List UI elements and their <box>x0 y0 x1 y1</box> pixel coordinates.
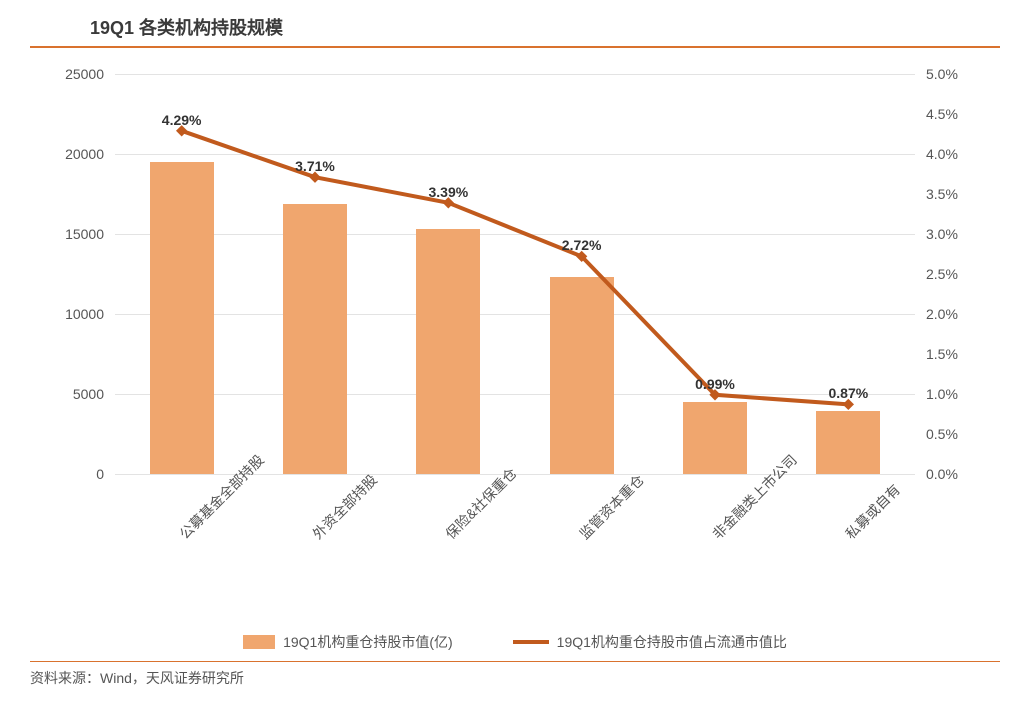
bar-series <box>115 74 915 474</box>
legend-line: 19Q1机构重仓持股市值占流通市值比 <box>513 632 787 652</box>
x-label: 监管资本重仓 <box>575 529 667 621</box>
y-axis-right: 0.0%0.5%1.0%1.5%2.0%2.5%3.0%3.5%4.0%4.5%… <box>920 74 975 474</box>
x-label: 外资全部持股 <box>308 529 400 621</box>
line-value-label: 0.99% <box>695 376 735 392</box>
y-right-tick: 3.0% <box>926 226 958 242</box>
y-right-tick: 1.0% <box>926 386 958 402</box>
y-axis-left: 0500010000150002000025000 <box>55 74 110 474</box>
line-value-label: 4.29% <box>162 112 202 128</box>
y-right-tick: 0.5% <box>926 426 958 442</box>
x-label: 私募或自有 <box>841 529 933 621</box>
y-right-tick: 5.0% <box>926 66 958 82</box>
y-left-tick: 0 <box>96 466 104 482</box>
y-right-tick: 3.5% <box>926 186 958 202</box>
chart-title: 19Q1 各类机构持股规模 <box>30 14 1000 40</box>
x-label: 非金融类上市公司 <box>708 529 800 621</box>
legend-bar: 19Q1机构重仓持股市值(亿) <box>243 632 453 652</box>
y-right-tick: 4.5% <box>926 106 958 122</box>
title-bar: 19Q1 各类机构持股规模 <box>30 14 1000 48</box>
y-right-tick: 2.0% <box>926 306 958 322</box>
bar <box>283 204 347 474</box>
line-swatch-icon <box>513 640 549 644</box>
bar-swatch-icon <box>243 635 275 649</box>
source-footer: 资料来源：Wind，天风证券研究所 <box>30 661 1000 688</box>
plot-region: 4.29% 3.71% 3.39% 2.72% 0.99% 0.87% <box>115 74 915 474</box>
line-value-label: 3.39% <box>428 184 468 200</box>
legend: 19Q1机构重仓持股市值(亿) 19Q1机构重仓持股市值占流通市值比 <box>30 632 1000 652</box>
x-label: 公募基金全部持股 <box>175 529 267 621</box>
legend-bar-label: 19Q1机构重仓持股市值(亿) <box>283 632 453 652</box>
chart-area: 0 5000 10000 15000 20000 25000 0.0% 0.5% 1.0% 1.… <box>55 64 975 494</box>
x-axis-labels: 公募基金全部持股外资全部持股保险&社保重仓监管资本重仓非金融类上市公司私募或自有 <box>115 494 915 624</box>
y-left-tick: 25000 <box>65 66 104 82</box>
y-right-tick: 4.0% <box>926 146 958 162</box>
bar <box>150 162 214 474</box>
y-right-tick: 1.5% <box>926 346 958 362</box>
source-text: 资料来源：Wind，天风证券研究所 <box>30 670 244 686</box>
x-label: 保险&社保重仓 <box>441 529 533 621</box>
y-right-tick: 2.5% <box>926 266 958 282</box>
bar <box>550 277 614 474</box>
chart-container: 19Q1 各类机构持股规模 0 5000 10000 15000 20000 25000 … <box>0 0 1030 712</box>
y-right-tick: 0.0% <box>926 466 958 482</box>
y-left-tick: 5000 <box>73 386 104 402</box>
bar <box>816 411 880 474</box>
bar <box>416 229 480 474</box>
y-left-tick: 20000 <box>65 146 104 162</box>
line-value-label: 3.71% <box>295 158 335 174</box>
line-value-label: 0.87% <box>828 385 868 401</box>
y-left-tick: 15000 <box>65 226 104 242</box>
line-value-label: 2.72% <box>562 237 602 253</box>
legend-line-label: 19Q1机构重仓持股市值占流通市值比 <box>557 632 787 652</box>
bar <box>683 402 747 474</box>
y-left-tick: 10000 <box>65 306 104 322</box>
